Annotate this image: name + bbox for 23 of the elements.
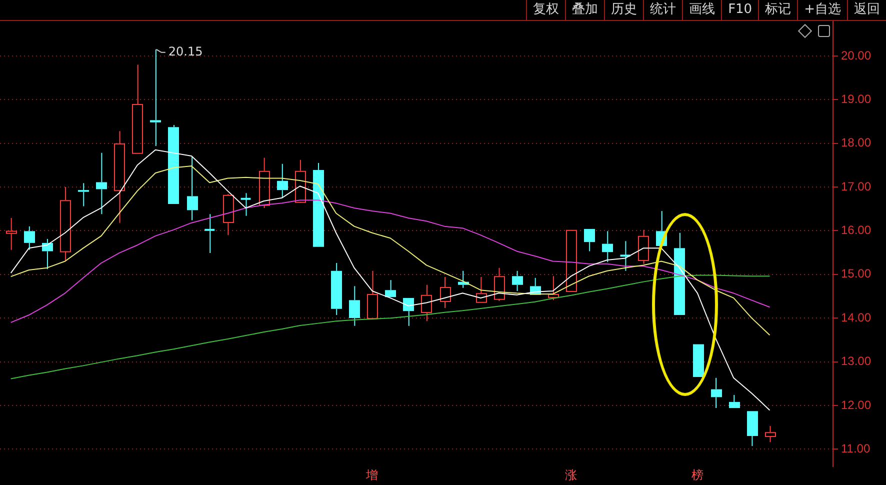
y-tick-label: 16.00 (841, 223, 872, 238)
x-tick-label: 涨 (564, 468, 577, 482)
text: 标记 (758, 0, 798, 20)
y-tick-label: 19.00 (841, 92, 872, 106)
text: F10 (721, 0, 758, 20)
annotation: 20.15 (168, 44, 203, 59)
y-tick-label: 13.00 (841, 354, 872, 368)
text: 画线 (682, 0, 722, 20)
x-tick-label: 增 (365, 468, 378, 482)
y-tick-label: 12.00 (841, 398, 872, 412)
y-tick-label: 15.00 (841, 266, 872, 281)
text: 叠加 (565, 0, 604, 20)
x-tick-label: 榜 (691, 468, 704, 482)
y-tick-label: 18.00 (841, 136, 872, 150)
y-tick-label: 11.00 (841, 441, 870, 456)
text: +自选 (797, 0, 847, 20)
y-tick-label: 17.00 (841, 179, 872, 194)
text: 统计 (643, 0, 682, 20)
text: 复权 (526, 0, 566, 20)
text: 历史 (604, 0, 644, 20)
y-tick-label: 14.00 (841, 310, 872, 324)
text: 返回 (847, 0, 886, 20)
y-tick-label: 20.00 (841, 48, 872, 62)
